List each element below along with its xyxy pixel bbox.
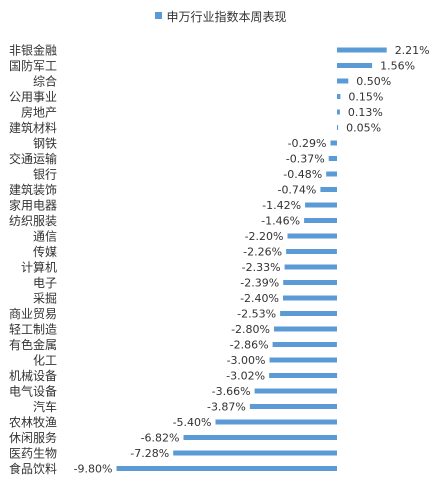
category-label: 商业贸易 — [9, 306, 57, 321]
category-label: 传媒 — [33, 244, 57, 259]
category-label: 化工 — [33, 354, 57, 368]
bar — [284, 264, 337, 270]
category-label: 有色金属 — [9, 337, 57, 352]
value-label: 0.05% — [346, 122, 381, 135]
value-label: 1.56% — [380, 60, 415, 73]
category-labels-group: 非银金融国防军工综合公用事业房地产建筑材料钢铁交通运输银行建筑装饰家用电器纺织服… — [9, 43, 57, 477]
category-label: 交通运输 — [9, 151, 57, 166]
category-label: 汽车 — [33, 399, 57, 414]
bar — [305, 202, 337, 208]
value-label: -2.86% — [230, 339, 269, 352]
value-label: -2.53% — [237, 308, 276, 321]
bar — [116, 466, 337, 471]
category-label: 通信 — [33, 230, 57, 244]
value-label: -3.00% — [227, 354, 266, 367]
category-label: 采掘 — [33, 291, 57, 306]
value-label: 2.21% — [395, 44, 430, 57]
category-label: 公用事业 — [9, 90, 57, 104]
bar — [337, 78, 349, 84]
bar — [320, 187, 337, 192]
value-label: -2.26% — [243, 246, 282, 259]
value-label: -0.29% — [288, 137, 327, 150]
category-label: 轻工制造 — [9, 323, 57, 337]
category-label: 电子 — [33, 276, 57, 290]
category-label: 非银金融 — [9, 43, 57, 58]
bar — [287, 233, 337, 239]
value-label: -1.42% — [262, 199, 301, 212]
value-label: 0.15% — [348, 91, 383, 104]
category-label: 休闲服务 — [9, 430, 57, 445]
bar — [330, 140, 337, 146]
bar — [337, 63, 373, 68]
bar — [274, 326, 337, 332]
category-label: 银行 — [33, 168, 57, 182]
category-label: 食品饮料 — [9, 461, 57, 476]
value-label: -2.39% — [240, 277, 279, 290]
value-label: -6.82% — [141, 432, 180, 445]
value-label: -3.02% — [226, 370, 265, 383]
value-labels-group: 2.21% 1.56% 0.50% 0.15% 0.13% 0.05% -0.29% -0.3… — [74, 44, 430, 476]
value-label: -1.46% — [261, 215, 300, 228]
value-label: -0.48% — [283, 168, 322, 181]
bar — [183, 435, 337, 440]
value-label: -2.80% — [231, 323, 270, 336]
legend-swatch — [155, 12, 163, 19]
value-label: -9.80% — [74, 463, 113, 476]
category-label: 电气设备 — [9, 384, 57, 399]
bar — [173, 450, 337, 456]
bars-group — [116, 47, 387, 471]
bar — [286, 249, 337, 254]
value-label: -5.40% — [173, 416, 212, 429]
value-label: -2.33% — [242, 261, 281, 274]
value-label: -2.40% — [240, 292, 279, 305]
value-label: -0.37% — [286, 153, 325, 166]
bar — [254, 388, 337, 394]
bar — [337, 125, 339, 130]
value-label: -2.20% — [245, 230, 284, 243]
bar — [269, 357, 337, 363]
category-label: 计算机 — [21, 260, 57, 275]
bar — [328, 156, 337, 161]
category-label: 建筑材料 — [9, 120, 57, 135]
value-label: -3.66% — [212, 385, 251, 398]
value-label: 0.13% — [348, 106, 383, 119]
category-label: 国防军工 — [9, 58, 57, 73]
bar — [280, 311, 337, 316]
bar — [283, 280, 337, 285]
value-label: 0.50% — [356, 75, 391, 88]
bar — [304, 218, 337, 223]
bar — [249, 404, 337, 409]
value-label: -0.74% — [277, 184, 316, 197]
bar — [337, 47, 387, 53]
category-label: 医药生物 — [9, 447, 57, 461]
bar — [215, 419, 337, 425]
chart-legend: 申万行业指数本周表现 — [0, 8, 442, 25]
bar — [337, 94, 341, 99]
bar — [272, 342, 337, 347]
category-label: 纺织服装 — [9, 214, 57, 228]
bar — [337, 109, 340, 115]
category-label: 钢铁 — [33, 137, 57, 151]
category-label: 综合 — [33, 74, 57, 89]
bar — [269, 373, 338, 378]
bar — [326, 171, 337, 177]
category-label: 家用电器 — [9, 198, 57, 213]
value-label: -7.28% — [130, 447, 169, 460]
category-label: 农林牧渔 — [9, 416, 57, 430]
category-label: 建筑装饰 — [9, 182, 57, 197]
bar — [283, 295, 337, 301]
legend-label: 申万行业指数本周表现 — [166, 10, 287, 24]
category-label: 机械设备 — [9, 368, 57, 383]
category-label: 房地产 — [21, 105, 57, 120]
value-label: -3.87% — [207, 401, 246, 414]
